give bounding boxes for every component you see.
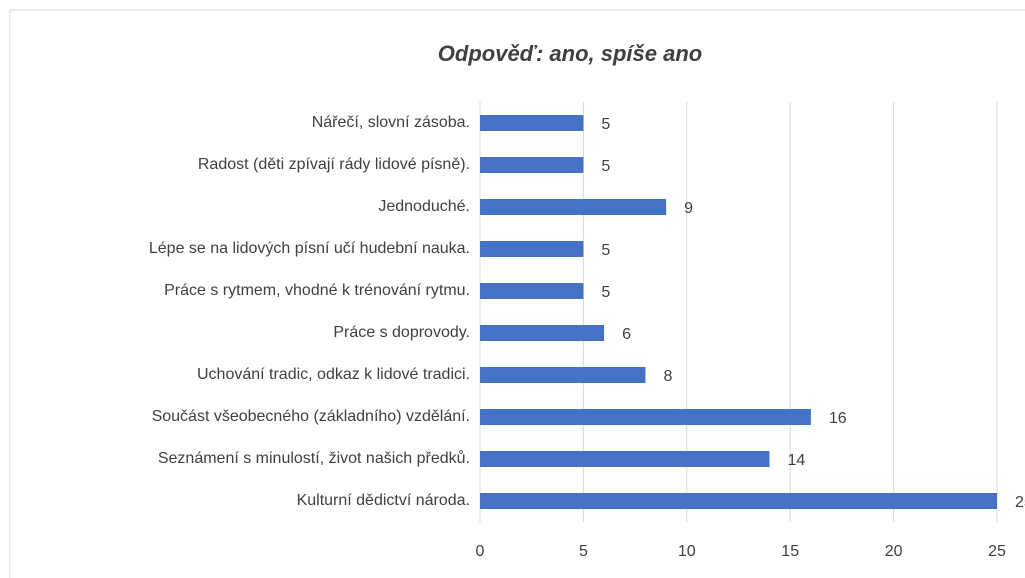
data-label: 5 <box>601 284 610 301</box>
bar <box>480 157 584 173</box>
bar <box>480 199 667 215</box>
bar <box>480 115 584 131</box>
y-tick-label: Seznámení s minulostí, život našich před… <box>158 449 470 467</box>
y-tick-label: Kulturní dědictví národa. <box>297 492 470 509</box>
data-label: 16 <box>829 410 847 427</box>
bar <box>480 283 584 299</box>
chart-title: Odpověď: ano, spíše ano <box>438 41 702 66</box>
data-label: 5 <box>601 116 610 133</box>
bar <box>480 241 584 257</box>
x-tick-label: 25 <box>988 543 1006 560</box>
bar <box>480 451 770 467</box>
x-tick-label: 5 <box>579 543 588 560</box>
y-tick-label: Uchování tradic, odkaz k lidové tradici. <box>197 366 470 383</box>
y-tick-label: Práce s doprovody. <box>333 324 470 341</box>
bar <box>480 325 605 341</box>
data-label: 8 <box>663 368 672 385</box>
bar <box>480 367 646 383</box>
x-tick-label: 10 <box>678 543 696 560</box>
data-label: 9 <box>684 200 693 217</box>
y-tick-label: Jednoduché. <box>378 198 470 215</box>
x-tick-label: 15 <box>781 543 799 560</box>
data-label: 6 <box>622 326 631 343</box>
x-tick-label: 20 <box>885 543 903 560</box>
x-tick-label: 0 <box>476 543 485 560</box>
y-tick-label: Radost (děti zpívají rády lidové písně). <box>198 156 470 173</box>
y-tick-label: Práce s rytmem, vhodné k trénování rytmu… <box>164 282 470 299</box>
y-tick-label: Nářečí, slovní zásoba. <box>312 114 470 131</box>
data-label: 25 <box>1015 494 1025 511</box>
bar <box>480 493 997 509</box>
y-tick-label: Lépe se na lidových písní učí hudební na… <box>149 240 470 257</box>
data-label: 14 <box>788 452 806 469</box>
data-label: 5 <box>601 242 610 259</box>
y-tick-label: Součást všeobecného (základního) vzdělán… <box>152 408 470 425</box>
bar <box>480 409 811 425</box>
data-label: 5 <box>601 158 610 175</box>
